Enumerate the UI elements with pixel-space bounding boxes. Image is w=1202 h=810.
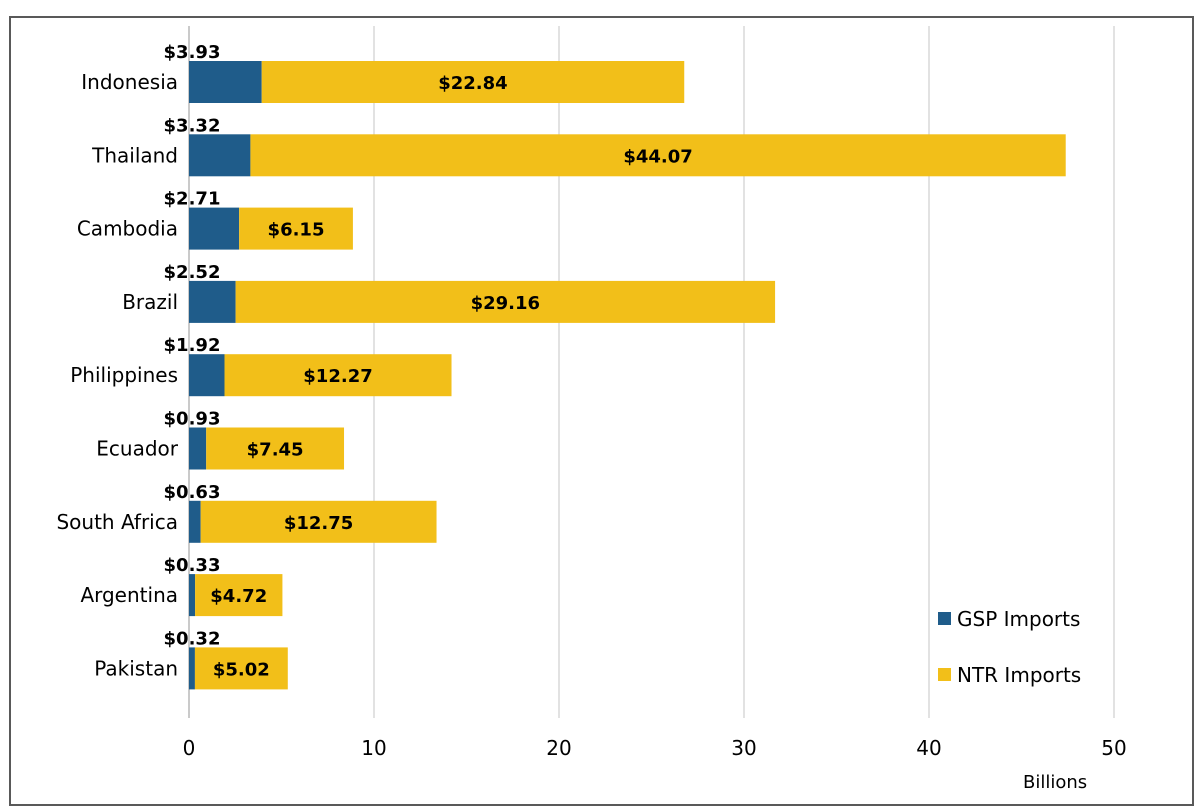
category-label: Thailand [91, 143, 178, 167]
bar-ntr-imports [239, 207, 353, 250]
data-label-gsp: $0.32 [164, 628, 221, 649]
category-label: South Africa [56, 510, 178, 534]
data-label-gsp: $2.71 [164, 189, 221, 210]
x-tick-label: 10 [361, 736, 386, 760]
legend-label-gsp: GSP Imports [957, 607, 1080, 631]
data-label-gsp: $1.92 [164, 335, 221, 356]
category-label: Ecuador [96, 437, 178, 461]
category-label: Philippines [70, 363, 178, 387]
data-label-ntr: $44.07 [623, 146, 692, 167]
data-label-ntr: $5.02 [213, 659, 270, 680]
bar-ntr-imports [194, 647, 288, 690]
data-label-gsp: $0.63 [164, 482, 221, 503]
category-label: Pakistan [94, 656, 178, 680]
data-label-ntr: $4.72 [210, 586, 267, 607]
x-tick-label: 30 [731, 736, 756, 760]
legend-label-ntr: NTR Imports [957, 663, 1081, 687]
data-label-ntr: $12.27 [303, 366, 372, 387]
legend-swatch-ntr [938, 668, 951, 681]
data-label-ntr: $6.15 [268, 220, 325, 241]
x-tick-label: 20 [546, 736, 571, 760]
x-tick-labels: 0 10 20 30 40 50 [183, 736, 1127, 760]
x-tick-label: 50 [1101, 736, 1126, 760]
category-label: Brazil [122, 290, 178, 314]
x-axis-unit-label: Billions [1023, 772, 1087, 793]
legend: GSP Imports NTR Imports [938, 607, 1081, 687]
bar-ntr-imports [206, 427, 345, 470]
legend-swatch-gsp [938, 612, 951, 625]
data-label-gsp: $0.33 [164, 555, 221, 576]
bar-ntr-imports [200, 500, 437, 543]
bar-ntr-imports [235, 280, 776, 323]
data-label-ntr: $29.16 [471, 293, 540, 314]
bar-ntr-imports [261, 61, 685, 103]
bar-gsp-imports [189, 427, 207, 470]
x-tick-label: 40 [916, 736, 941, 760]
data-label-gsp: $3.32 [164, 115, 221, 136]
bar-gsp-imports [189, 574, 196, 617]
bar-gsp-imports [189, 647, 195, 690]
bar-ntr-imports [250, 134, 1066, 177]
category-labels: Indonesia Thailand Cambodia Brazil Philippin… [56, 70, 178, 680]
data-label-ntr: $7.45 [247, 440, 304, 461]
category-label: Cambodia [77, 217, 178, 241]
x-tick-label: 0 [183, 736, 196, 760]
bar-gsp-imports [189, 280, 236, 323]
data-label-gsp: $2.52 [164, 262, 221, 283]
bar-gsp-imports [189, 61, 262, 103]
bar-gsp-imports [189, 500, 201, 543]
data-label-gsp: $0.93 [164, 409, 221, 430]
data-label-ntr: $22.84 [438, 73, 507, 94]
category-label: Argentina [80, 583, 178, 607]
bars: $3.93 $22.84 $3.32 $44.07 $2.71 $6.15 $2.52 $29… [164, 42, 1066, 690]
bar-gsp-imports [189, 354, 225, 397]
data-label-gsp: $3.93 [164, 42, 221, 63]
category-label: Indonesia [81, 70, 178, 94]
data-label-ntr: $12.75 [284, 513, 353, 534]
chart-frame: $3.93 $22.84 $3.32 $44.07 $2.71 $6.15 $2.52 $29… [9, 16, 1194, 806]
stacked-bar-chart: $3.93 $22.84 $3.32 $44.07 $2.71 $6.15 $2.52 $29… [56, 26, 1127, 793]
bar-ntr-imports [195, 574, 283, 617]
bar-gsp-imports [189, 207, 240, 250]
bar-ntr-imports [224, 354, 452, 397]
bar-gsp-imports [189, 134, 251, 177]
